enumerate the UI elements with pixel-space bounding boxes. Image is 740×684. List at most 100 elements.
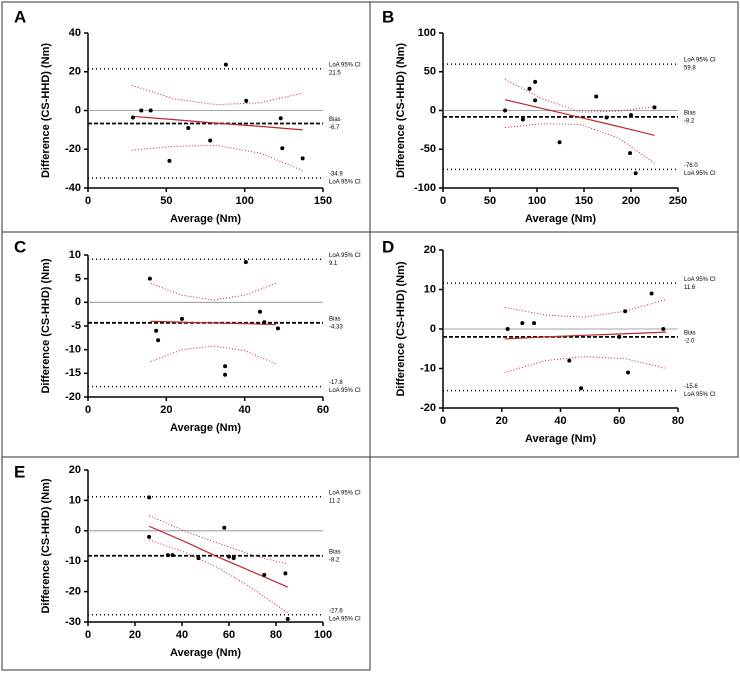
data-point bbox=[532, 321, 537, 326]
y-tick-label: 0 bbox=[430, 104, 436, 116]
y-tick-label: -20 bbox=[65, 143, 81, 155]
data-point bbox=[275, 326, 280, 331]
panel-border bbox=[369, 231, 739, 458]
data-point bbox=[222, 525, 227, 530]
panel-label: C bbox=[14, 237, 26, 256]
panel: A -40 -20 0 20 40 0 50 100 150 Average (Nm) Differe… bbox=[1, 1, 371, 233]
loa-label: LoA 95% CI bbox=[329, 253, 361, 259]
data-point bbox=[196, 556, 201, 561]
data-point bbox=[579, 386, 584, 391]
x-tick-label: 0 bbox=[85, 195, 91, 207]
y-tick-label: 0 bbox=[75, 525, 81, 537]
loa-label: LoA 95% CI bbox=[329, 388, 361, 394]
data-point bbox=[505, 327, 510, 331]
data-point bbox=[633, 171, 638, 176]
data-point bbox=[652, 105, 657, 110]
x-tick-label: 0 bbox=[440, 415, 446, 427]
bias-value: -8.2 bbox=[684, 118, 695, 124]
regression-line bbox=[131, 115, 303, 131]
x-tick-label: 80 bbox=[672, 415, 684, 427]
data-point bbox=[165, 553, 170, 558]
x-axis-label: Average (Nm) bbox=[525, 213, 596, 225]
panel: E -30 -20 -10 0 10 20 0 20 40 60 80 100 Average (Nm) D… bbox=[1, 456, 371, 671]
loa-label: LoA 95% CI bbox=[684, 277, 716, 283]
loa-value: -17.8 bbox=[329, 380, 343, 386]
data-point bbox=[154, 328, 159, 333]
data-point bbox=[626, 370, 631, 375]
data-point bbox=[243, 260, 248, 265]
ci-lower bbox=[504, 356, 667, 373]
y-tick-label: 40 bbox=[69, 27, 81, 39]
loa-value: -34.9 bbox=[329, 172, 343, 178]
y-tick-label: 0 bbox=[75, 296, 81, 308]
data-point bbox=[262, 572, 267, 577]
y-tick-label: -50 bbox=[420, 143, 436, 155]
x-tick-label: 0 bbox=[85, 629, 91, 641]
y-tick-label: 10 bbox=[69, 494, 81, 506]
x-tick-label: 60 bbox=[223, 629, 235, 641]
data-point bbox=[527, 86, 532, 91]
x-tick-label: 60 bbox=[317, 404, 329, 416]
data-point bbox=[148, 108, 153, 113]
data-point bbox=[223, 372, 228, 377]
data-point bbox=[533, 98, 538, 103]
data-point bbox=[227, 554, 231, 559]
loa-label: LoA 95% CI bbox=[329, 62, 361, 68]
data-point bbox=[623, 309, 628, 314]
regression-line bbox=[504, 99, 655, 136]
y-tick-label: 0 bbox=[430, 323, 436, 335]
y-tick-label: -5 bbox=[71, 320, 81, 332]
x-tick-label: 250 bbox=[669, 195, 687, 207]
loa-value: -76.0 bbox=[684, 163, 698, 169]
y-tick-label: -40 bbox=[65, 182, 81, 194]
loa-value: 59.8 bbox=[684, 66, 696, 72]
bias-label: Bias bbox=[329, 549, 341, 555]
y-axis-label: Difference (CS-HHD) (Nm) bbox=[395, 43, 407, 178]
data-point bbox=[262, 320, 267, 325]
x-tick-label: 50 bbox=[160, 195, 172, 207]
data-point bbox=[628, 151, 633, 156]
data-point bbox=[231, 556, 236, 561]
panel-label: A bbox=[14, 7, 26, 26]
y-tick-label: 0 bbox=[75, 104, 81, 116]
y-tick-label: 100 bbox=[418, 27, 436, 39]
loa-label: LoA 95% CI bbox=[684, 392, 716, 398]
x-tick-label: 80 bbox=[270, 629, 282, 641]
ci-lower bbox=[131, 144, 303, 172]
loa-value: 11.6 bbox=[684, 285, 696, 291]
y-tick-label: -20 bbox=[420, 402, 436, 414]
x-tick-label: 0 bbox=[440, 195, 446, 207]
bias-label: Bias bbox=[329, 117, 341, 123]
ci-lower bbox=[148, 539, 289, 614]
data-point bbox=[567, 358, 572, 363]
bias-value: -4.33 bbox=[329, 324, 343, 330]
data-point bbox=[661, 327, 666, 331]
y-tick-label: -30 bbox=[65, 616, 81, 628]
regression-line bbox=[504, 331, 667, 340]
y-tick-label: -10 bbox=[65, 555, 81, 567]
y-axis-label: Difference (CS-HHD) (Nm) bbox=[40, 258, 52, 393]
data-point bbox=[156, 338, 161, 343]
data-point bbox=[280, 146, 285, 151]
ci-upper bbox=[131, 84, 303, 106]
x-tick-label: 150 bbox=[314, 195, 332, 207]
ci-upper bbox=[504, 79, 655, 113]
data-point bbox=[139, 108, 144, 113]
data-point bbox=[604, 115, 609, 120]
data-point bbox=[130, 115, 135, 120]
data-point bbox=[520, 117, 525, 122]
x-tick-label: 20 bbox=[160, 404, 172, 416]
x-tick-label: 40 bbox=[176, 629, 188, 641]
x-tick-label: 50 bbox=[484, 195, 496, 207]
data-point bbox=[257, 309, 262, 314]
ci-lower bbox=[504, 123, 655, 164]
y-tick-label: -20 bbox=[65, 391, 81, 403]
data-point bbox=[503, 108, 508, 113]
panel-border bbox=[1, 456, 371, 671]
loa-label: LoA 95% CI bbox=[329, 616, 361, 622]
bias-label: Bias bbox=[329, 316, 341, 322]
data-point bbox=[649, 291, 654, 296]
data-point bbox=[283, 571, 288, 576]
y-tick-label: 50 bbox=[424, 66, 436, 78]
y-tick-label: -10 bbox=[420, 362, 436, 374]
